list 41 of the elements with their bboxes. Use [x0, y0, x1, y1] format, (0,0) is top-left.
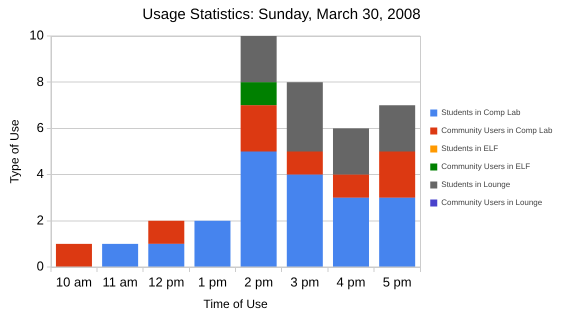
x-tick-label: 5 pm — [382, 274, 412, 290]
x-tick-label: 3 pm — [290, 274, 320, 290]
x-tick-label: 2 pm — [244, 274, 274, 290]
bar — [148, 244, 184, 266]
bar — [332, 174, 369, 198]
x-axis-title: Time of Use — [203, 297, 268, 312]
y-tick-label: 4 — [36, 166, 44, 182]
bar — [332, 198, 369, 266]
y-tick-label: 6 — [36, 120, 44, 135]
bar — [240, 152, 277, 266]
bar — [102, 244, 138, 266]
legend-label: Students in Comp Lab — [441, 108, 521, 118]
y-tick-label: 0 — [36, 258, 44, 274]
bar — [194, 220, 230, 266]
bar — [240, 82, 277, 106]
legend-label: Community Users in Lounge — [441, 198, 543, 208]
legend-label: Students in Lounge — [441, 180, 511, 190]
y-tick-label: 2 — [36, 212, 44, 228]
bar — [240, 105, 277, 152]
bar — [148, 220, 184, 244]
x-tick-label: 10 am — [56, 274, 92, 290]
chart-title: Usage Statistics: Sunday, March 30, 2008 — [142, 6, 421, 24]
bar — [286, 82, 323, 152]
x-tick-label: 4 pm — [336, 274, 366, 290]
bar — [332, 128, 369, 175]
bar — [286, 174, 323, 266]
bar — [240, 36, 277, 82]
y-axis-title: Type of Use — [8, 119, 22, 184]
x-tick-label: 1 pm — [198, 274, 227, 290]
legend-label: Community Users in ELF — [441, 162, 530, 172]
y-tick-label: 10 — [29, 28, 44, 43]
x-tick-label: 12 pm — [148, 274, 184, 290]
bar — [379, 198, 416, 266]
legend-label: Students in ELF — [441, 144, 498, 154]
bar — [379, 105, 416, 152]
bar — [286, 152, 323, 175]
bar — [379, 152, 416, 198]
y-tick-label: 8 — [36, 74, 44, 89]
x-tick-label: 11 am — [102, 274, 138, 290]
bar — [56, 244, 92, 266]
legend-label: Community Users in Comp Lab — [441, 126, 553, 136]
